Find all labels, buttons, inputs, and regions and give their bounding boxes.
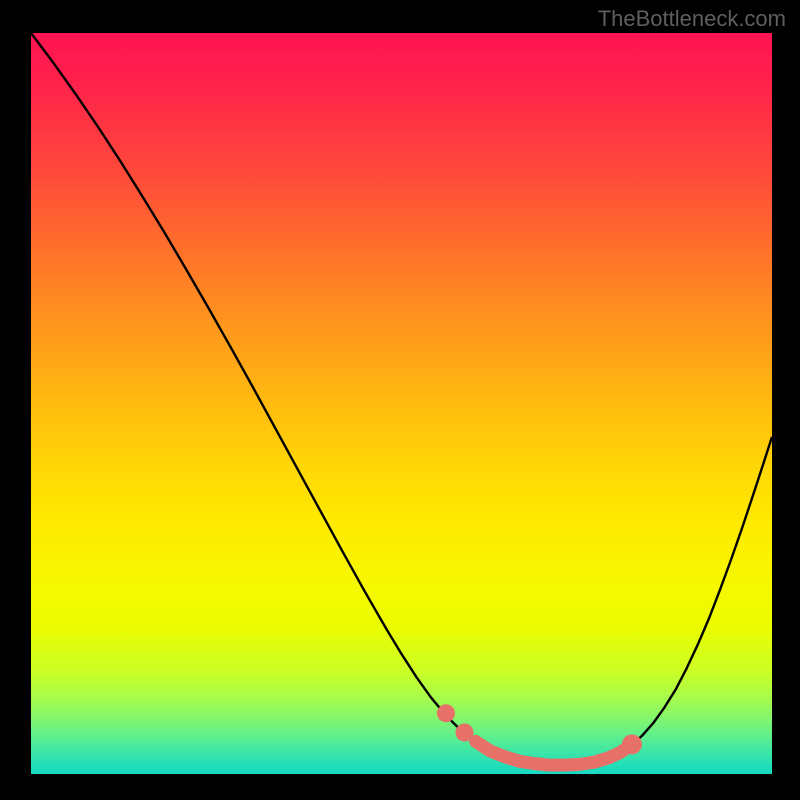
plot-curve-layer	[31, 33, 772, 774]
watermark-label: TheBottleneck.com	[598, 6, 786, 32]
bottleneck-curve	[31, 33, 772, 765]
overlay-dots	[437, 704, 474, 741]
overlay-optimal-region	[476, 741, 630, 765]
bottleneck-curve-plot	[31, 33, 772, 774]
overlay-terminal-dot	[622, 734, 642, 754]
